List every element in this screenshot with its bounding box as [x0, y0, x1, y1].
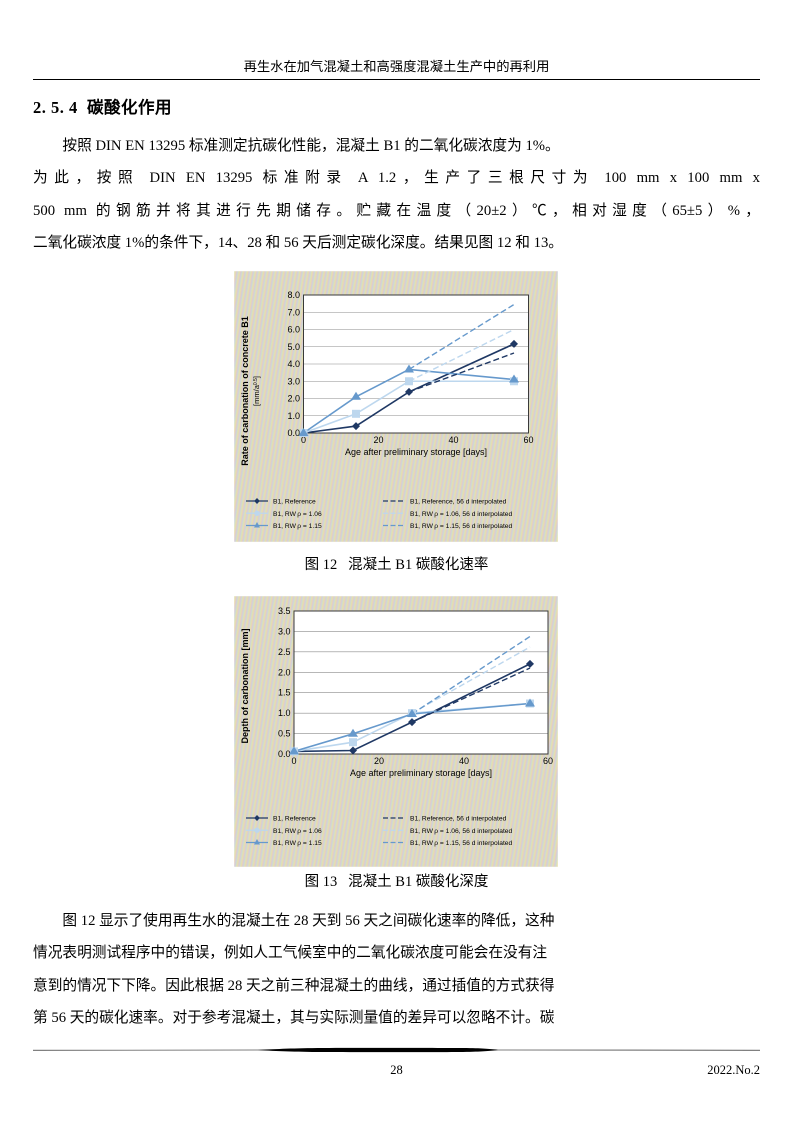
- svg-text:3.0: 3.0: [278, 626, 291, 636]
- svg-text:1.5: 1.5: [278, 688, 291, 698]
- svg-text:B1, RW ρ = 1.06, 56 d interpol: B1, RW ρ = 1.06, 56 d interpolated: [410, 511, 513, 518]
- svg-text:6.0: 6.0: [287, 325, 300, 335]
- svg-text:Age after preliminary storage: Age after preliminary storage [days]: [350, 768, 492, 778]
- svg-text:B1, RW ρ = 1.15: B1, RW ρ = 1.15: [273, 840, 322, 847]
- svg-text:7.0: 7.0: [287, 307, 300, 317]
- svg-text:B1, RW ρ = 1.15: B1, RW ρ = 1.15: [273, 523, 322, 530]
- svg-text:0.0: 0.0: [278, 749, 291, 759]
- svg-text:3.0: 3.0: [287, 376, 300, 386]
- svg-text:Age after preliminary storage: Age after preliminary storage [days]: [345, 447, 487, 457]
- svg-text:0.5: 0.5: [278, 729, 291, 739]
- svg-text:60: 60: [543, 756, 553, 766]
- svg-text:1.0: 1.0: [287, 411, 300, 421]
- svg-text:60: 60: [523, 435, 533, 445]
- svg-text:B1, RW ρ = 1.06: B1, RW ρ = 1.06: [273, 511, 322, 518]
- svg-text:20: 20: [373, 435, 383, 445]
- svg-text:Rate of carbonation of concret: Rate of carbonation of concrete B1: [240, 316, 250, 466]
- svg-text:B1, Reference: B1, Reference: [273, 499, 316, 506]
- svg-text:2.5: 2.5: [278, 647, 291, 657]
- svg-text:20: 20: [374, 756, 384, 766]
- svg-text:B1, RW ρ = 1.15, 56 d interpol: B1, RW ρ = 1.15, 56 d interpolated: [410, 840, 513, 847]
- svg-text:0.0: 0.0: [287, 428, 300, 438]
- svg-text:B1, Reference, 56 d interpolat: B1, Reference, 56 d interpolated: [410, 816, 507, 823]
- svg-text:B1, RW ρ = 1.06, 56 d interpol: B1, RW ρ = 1.06, 56 d interpolated: [410, 828, 513, 835]
- svg-text:0: 0: [291, 756, 296, 766]
- svg-text:8.0: 8.0: [287, 290, 300, 300]
- svg-text:B1, Reference, 56 d interpolat: B1, Reference, 56 d interpolated: [410, 499, 507, 506]
- svg-text:2.0: 2.0: [287, 394, 300, 404]
- svg-text:Depth of carbonation [mm]: Depth of carbonation [mm]: [240, 629, 250, 744]
- svg-text:1.0: 1.0: [278, 708, 291, 718]
- svg-text:B1, Reference: B1, Reference: [273, 816, 316, 823]
- svg-text:40: 40: [448, 435, 458, 445]
- svg-text:3.5: 3.5: [278, 606, 291, 616]
- svg-text:B1, RW ρ = 1.06: B1, RW ρ = 1.06: [273, 828, 322, 835]
- svg-text:40: 40: [459, 756, 469, 766]
- svg-text:2.0: 2.0: [278, 667, 291, 677]
- svg-text:B1, RW ρ = 1.15, 56 d interpol: B1, RW ρ = 1.15, 56 d interpolated: [410, 523, 513, 530]
- svg-text:4.0: 4.0: [287, 359, 300, 369]
- svg-text:5.0: 5.0: [287, 342, 300, 352]
